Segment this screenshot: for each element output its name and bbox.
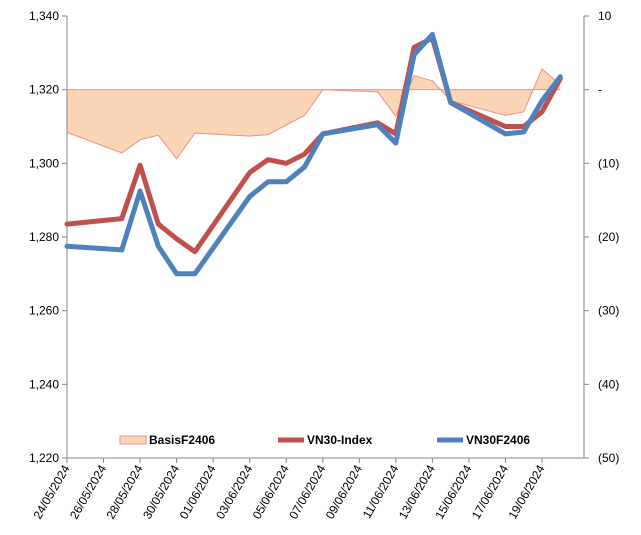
legend-label-vn30-index: VN30-Index <box>307 433 373 447</box>
vn30f2406-line <box>64 31 563 277</box>
x-tick-label: 01/06/2024 <box>177 462 219 521</box>
basis-area <box>67 69 561 159</box>
x-tick-label: 19/06/2024 <box>505 462 547 521</box>
y2-tick-label: (50) <box>598 451 619 465</box>
legend-label-vn30f2406: VN30F2406 <box>466 433 530 447</box>
y-tick-label: 1,280 <box>29 230 59 244</box>
x-tick-label: 07/06/2024 <box>286 462 328 521</box>
y2-tick-label: - <box>598 83 602 97</box>
y-tick-label: 1,240 <box>29 377 59 391</box>
x-tick-label: 26/05/2024 <box>67 462 109 521</box>
lines-layer <box>64 31 563 277</box>
legend-swatch-basisf2406 <box>119 435 147 445</box>
x-tick-label: 05/06/2024 <box>250 462 292 521</box>
x-tick-label: 24/05/2024 <box>30 462 72 521</box>
legend: BasisF2406 VN30-Index VN30F2406 <box>119 433 530 447</box>
axes-layer <box>62 15 589 463</box>
y-tick-label: 1,320 <box>29 83 59 97</box>
x-tick-label: 11/06/2024 <box>360 462 402 521</box>
basis-area-layer <box>66 68 561 160</box>
vn30-index-line <box>64 35 563 255</box>
y2-tick-label: (40) <box>598 377 619 391</box>
y2-tick-label: (30) <box>598 304 619 318</box>
y-tick-label: 1,340 <box>29 9 59 23</box>
x-tick-label: 09/06/2024 <box>323 462 365 521</box>
x-tick-label: 30/05/2024 <box>140 462 182 521</box>
y-tick-label: 1,260 <box>29 304 59 318</box>
basis-area-edge <box>66 68 561 160</box>
x-tick-label: 15/06/2024 <box>432 462 474 521</box>
y-tick-label: 1,300 <box>29 156 59 170</box>
x-tick-label: 03/06/2024 <box>213 462 255 521</box>
legend-label-basisf2406: BasisF2406 <box>149 433 215 447</box>
y2-tick-label: (10) <box>598 156 619 170</box>
y2-tick-label: 10 <box>598 9 612 23</box>
y-tick-label: 1,220 <box>29 451 59 465</box>
x-tick-label: 13/06/2024 <box>396 462 438 521</box>
x-tick-label: 17/06/2024 <box>469 462 511 521</box>
x-tick-label: 28/05/2024 <box>104 462 146 521</box>
y2-tick-label: (20) <box>598 230 619 244</box>
